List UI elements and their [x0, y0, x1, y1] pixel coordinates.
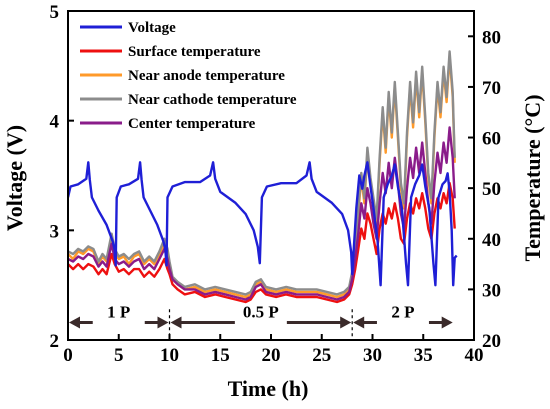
right-axis-title: Temperature (°C) [520, 94, 545, 261]
axes-layer: 0 5 10 15 20 25 30 35 40 2 3 4 5 20 30 40 50 60 70 80 [50, 2, 502, 366]
left-axis-title: Voltage (V) [2, 125, 27, 231]
y-left-tick-label: 4 [50, 112, 60, 133]
y-left-tick-label: 3 [50, 221, 60, 242]
series-line-center-temperature [68, 126, 456, 301]
y-right-tick-label: 20 [482, 331, 501, 352]
legend-entry-near-anode-temperature: Near anode temperature [80, 68, 285, 84]
phase-markers-layer: 1 P 0.5 P 2 P [69, 302, 453, 340]
y-right-tick-label: 70 [482, 78, 501, 99]
x-tick-label: 15 [211, 345, 230, 366]
series-line-voltage [68, 161, 458, 287]
x-tick-label: 0 [63, 345, 73, 366]
phase-label: 0.5 P [243, 302, 279, 321]
legend-label: Voltage [128, 20, 176, 36]
phase-arrow-2-p: 2 P [353, 302, 453, 331]
x-tick-label: 10 [160, 345, 179, 366]
phase-arrow-1-p: 1 P [69, 302, 169, 331]
y-right-tick-label: 60 [482, 129, 501, 150]
y-right-tick-label: 50 [482, 179, 501, 200]
x-axis-title: Time (h) [228, 376, 309, 401]
legend-entry-surface-temperature: Surface temperature [80, 44, 261, 60]
phase-arrow-0-5-p: 0.5 P [170, 302, 352, 331]
y-left-tick-label: 5 [50, 2, 60, 23]
x-tick-label: 20 [262, 345, 281, 366]
series-line-surface-temperature [68, 181, 456, 304]
legend-entry-near-cathode-temperature: Near cathode temperature [80, 92, 297, 108]
x-tick-label: 35 [414, 345, 433, 366]
legend-label: Center temperature [128, 116, 256, 132]
y-left-tick-label: 2 [50, 331, 60, 352]
series-lines-layer [68, 50, 458, 304]
y-right-tick-label: 80 [482, 27, 501, 48]
legend-label: Near anode temperature [128, 68, 285, 84]
phase-label: 2 P [391, 302, 414, 321]
x-tick-label: 40 [465, 345, 484, 366]
legend: Voltage Surface temperature Near anode tem… [80, 20, 297, 132]
x-tick-label: 5 [114, 345, 124, 366]
y-right-tick-label: 30 [482, 280, 501, 301]
series-line-near-cathode-temperature [68, 50, 456, 296]
legend-entry-center-temperature: Center temperature [80, 116, 256, 132]
legend-label: Near cathode temperature [128, 92, 297, 108]
legend-label: Surface temperature [128, 44, 261, 60]
phase-label: 1 P [107, 302, 130, 321]
x-tick-label: 30 [363, 345, 382, 366]
axis-titles-layer: Time (h) Voltage (V) Temperature (°C) [2, 94, 545, 401]
x-tick-label: 25 [312, 345, 331, 366]
legend-entry-voltage: Voltage [80, 20, 176, 36]
y-right-tick-label: 40 [482, 230, 501, 251]
